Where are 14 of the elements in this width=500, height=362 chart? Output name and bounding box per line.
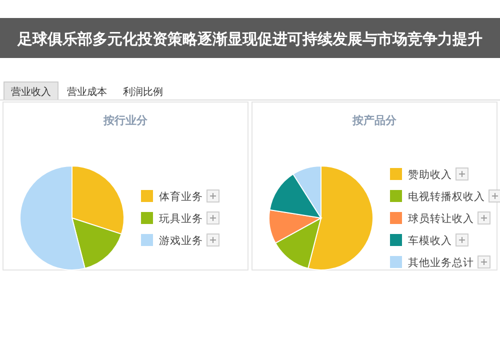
text: 按产品分	[352, 114, 398, 127]
chart-title: 按行业分	[102, 114, 148, 127]
text: 利润比例	[123, 86, 163, 98]
text: 营业收入	[11, 86, 51, 98]
legend-label: 车模收入	[408, 234, 452, 247]
legend-label: 游戏业务	[159, 234, 203, 247]
banner: 足球俱乐部多元化投资策略逐渐显现促进可持续发展与市场竞争力提升	[0, 18, 500, 58]
legend-label: 其他业务总计	[408, 256, 474, 269]
text: 营业成本	[67, 86, 107, 98]
legend-label: 玩具业务	[159, 212, 203, 225]
legend-label: 球员转让收入	[408, 212, 474, 225]
legend-label: 赞助收入	[408, 168, 452, 181]
legend-label: 电视转播权收入	[408, 190, 485, 203]
legend-label: 体育业务	[159, 190, 203, 203]
